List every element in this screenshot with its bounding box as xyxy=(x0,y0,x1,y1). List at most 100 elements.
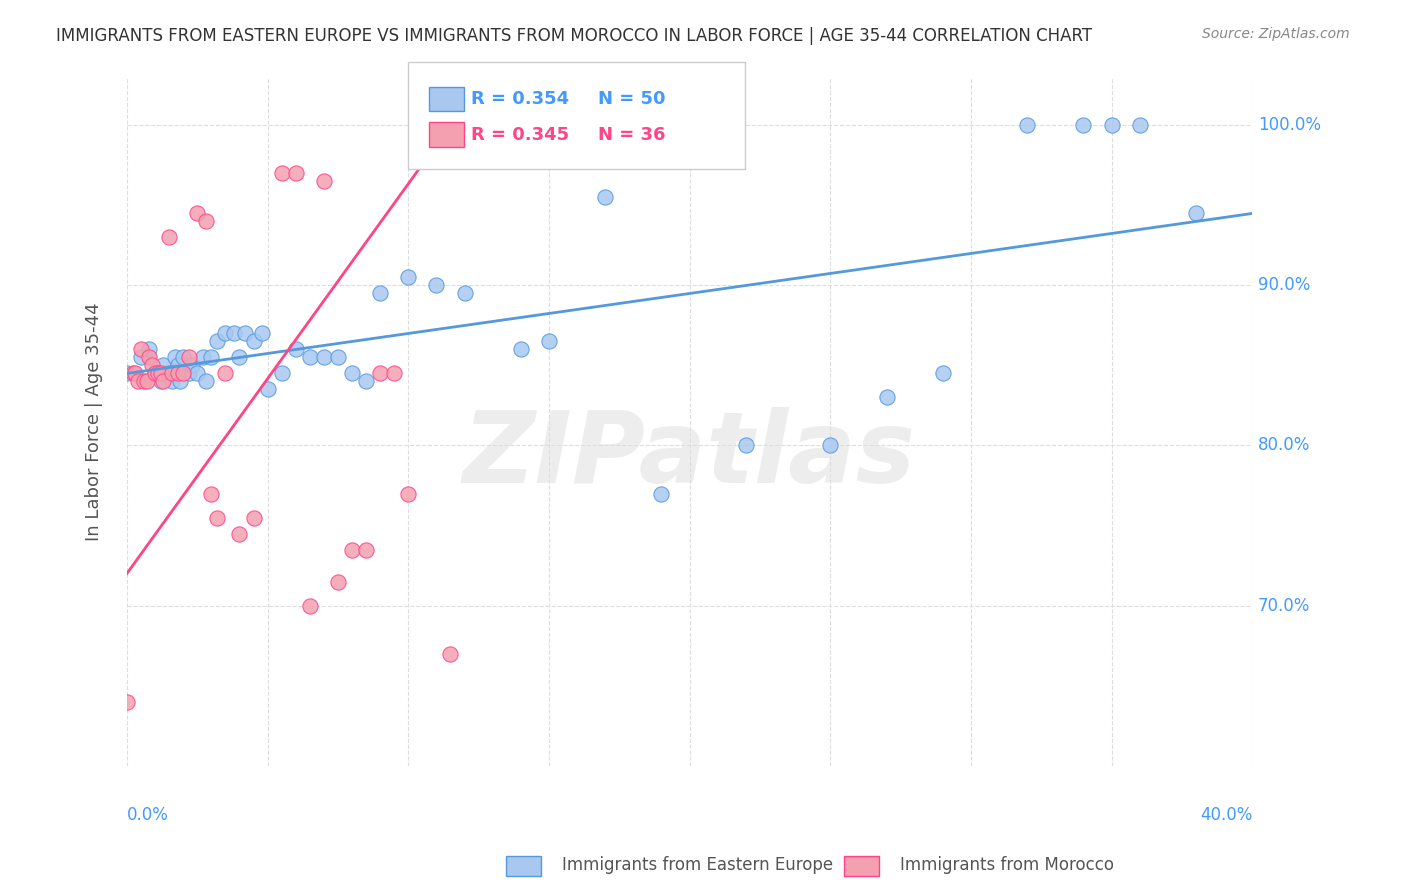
Point xyxy=(1185,206,1208,220)
Point xyxy=(157,367,180,381)
Point xyxy=(129,351,152,365)
Point xyxy=(250,326,273,341)
Point xyxy=(121,367,143,381)
Point xyxy=(127,375,149,389)
Point xyxy=(354,542,377,557)
Text: N = 36: N = 36 xyxy=(598,126,665,144)
Point xyxy=(191,351,214,365)
Point xyxy=(298,351,321,365)
Point xyxy=(152,359,174,373)
Text: 40.0%: 40.0% xyxy=(1199,805,1253,823)
Text: 70.0%: 70.0% xyxy=(1258,597,1310,615)
Point xyxy=(205,510,228,524)
Text: 0.0%: 0.0% xyxy=(127,805,169,823)
Point xyxy=(180,359,202,373)
Point xyxy=(382,367,405,381)
Point xyxy=(734,438,756,452)
Text: 90.0%: 90.0% xyxy=(1258,277,1310,294)
Point xyxy=(228,526,250,541)
Point xyxy=(256,383,278,397)
Point xyxy=(194,214,217,228)
Point xyxy=(1073,119,1095,133)
Point xyxy=(149,375,172,389)
Point xyxy=(135,375,157,389)
Point xyxy=(439,647,461,661)
Point xyxy=(143,367,166,381)
Point xyxy=(138,351,160,365)
Text: N = 50: N = 50 xyxy=(598,90,665,108)
Point xyxy=(163,351,186,365)
Point xyxy=(166,367,188,381)
Point xyxy=(172,351,194,365)
Point xyxy=(932,367,955,381)
Y-axis label: In Labor Force | Age 35-44: In Labor Force | Age 35-44 xyxy=(86,302,103,541)
Point xyxy=(242,334,264,349)
Point xyxy=(124,367,146,381)
Point xyxy=(200,351,222,365)
Point xyxy=(509,343,531,357)
Point xyxy=(312,351,335,365)
Point xyxy=(177,367,200,381)
Text: Immigrants from Morocco: Immigrants from Morocco xyxy=(900,856,1114,874)
Point xyxy=(152,375,174,389)
Point xyxy=(172,367,194,381)
Text: 100.0%: 100.0% xyxy=(1258,117,1320,135)
Text: R = 0.354: R = 0.354 xyxy=(471,90,569,108)
Point xyxy=(453,286,475,301)
Point xyxy=(222,326,245,341)
Point xyxy=(129,343,152,357)
Point xyxy=(242,510,264,524)
Point xyxy=(228,351,250,365)
Text: R = 0.345: R = 0.345 xyxy=(471,126,569,144)
Point xyxy=(115,367,138,381)
Point xyxy=(270,367,292,381)
Point xyxy=(186,206,208,220)
Text: ZIPatlas: ZIPatlas xyxy=(463,408,917,504)
Point xyxy=(194,375,217,389)
Point xyxy=(368,367,391,381)
Point xyxy=(143,367,166,381)
Point xyxy=(160,367,183,381)
Point xyxy=(149,367,172,381)
Point xyxy=(166,359,188,373)
Point xyxy=(160,375,183,389)
Point xyxy=(169,375,191,389)
Point xyxy=(177,351,200,365)
Text: Source: ZipAtlas.com: Source: ZipAtlas.com xyxy=(1202,27,1350,41)
Point xyxy=(396,270,419,285)
Point xyxy=(298,599,321,613)
Point xyxy=(284,166,307,180)
Point xyxy=(396,486,419,500)
Point xyxy=(593,190,616,204)
Point xyxy=(205,334,228,349)
Point xyxy=(233,326,256,341)
Point xyxy=(284,343,307,357)
Text: Immigrants from Eastern Europe: Immigrants from Eastern Europe xyxy=(562,856,834,874)
Point xyxy=(214,326,236,341)
Point xyxy=(138,343,160,357)
Point xyxy=(326,574,349,589)
Point xyxy=(157,230,180,244)
Point xyxy=(326,351,349,365)
Point xyxy=(115,694,138,708)
Point xyxy=(1101,119,1123,133)
Point xyxy=(876,391,898,405)
Point xyxy=(340,542,363,557)
Text: 80.0%: 80.0% xyxy=(1258,436,1310,455)
Point xyxy=(650,486,672,500)
Point xyxy=(200,486,222,500)
Point xyxy=(820,438,842,452)
Point xyxy=(270,166,292,180)
Point xyxy=(132,375,155,389)
Point xyxy=(425,278,447,293)
Point xyxy=(537,334,560,349)
Point xyxy=(141,359,163,373)
Point xyxy=(354,375,377,389)
Text: IMMIGRANTS FROM EASTERN EUROPE VS IMMIGRANTS FROM MOROCCO IN LABOR FORCE | AGE 3: IMMIGRANTS FROM EASTERN EUROPE VS IMMIGR… xyxy=(56,27,1092,45)
Point xyxy=(186,367,208,381)
Point xyxy=(1017,119,1039,133)
Point xyxy=(146,367,169,381)
Point xyxy=(214,367,236,381)
Point xyxy=(368,286,391,301)
Point xyxy=(340,367,363,381)
